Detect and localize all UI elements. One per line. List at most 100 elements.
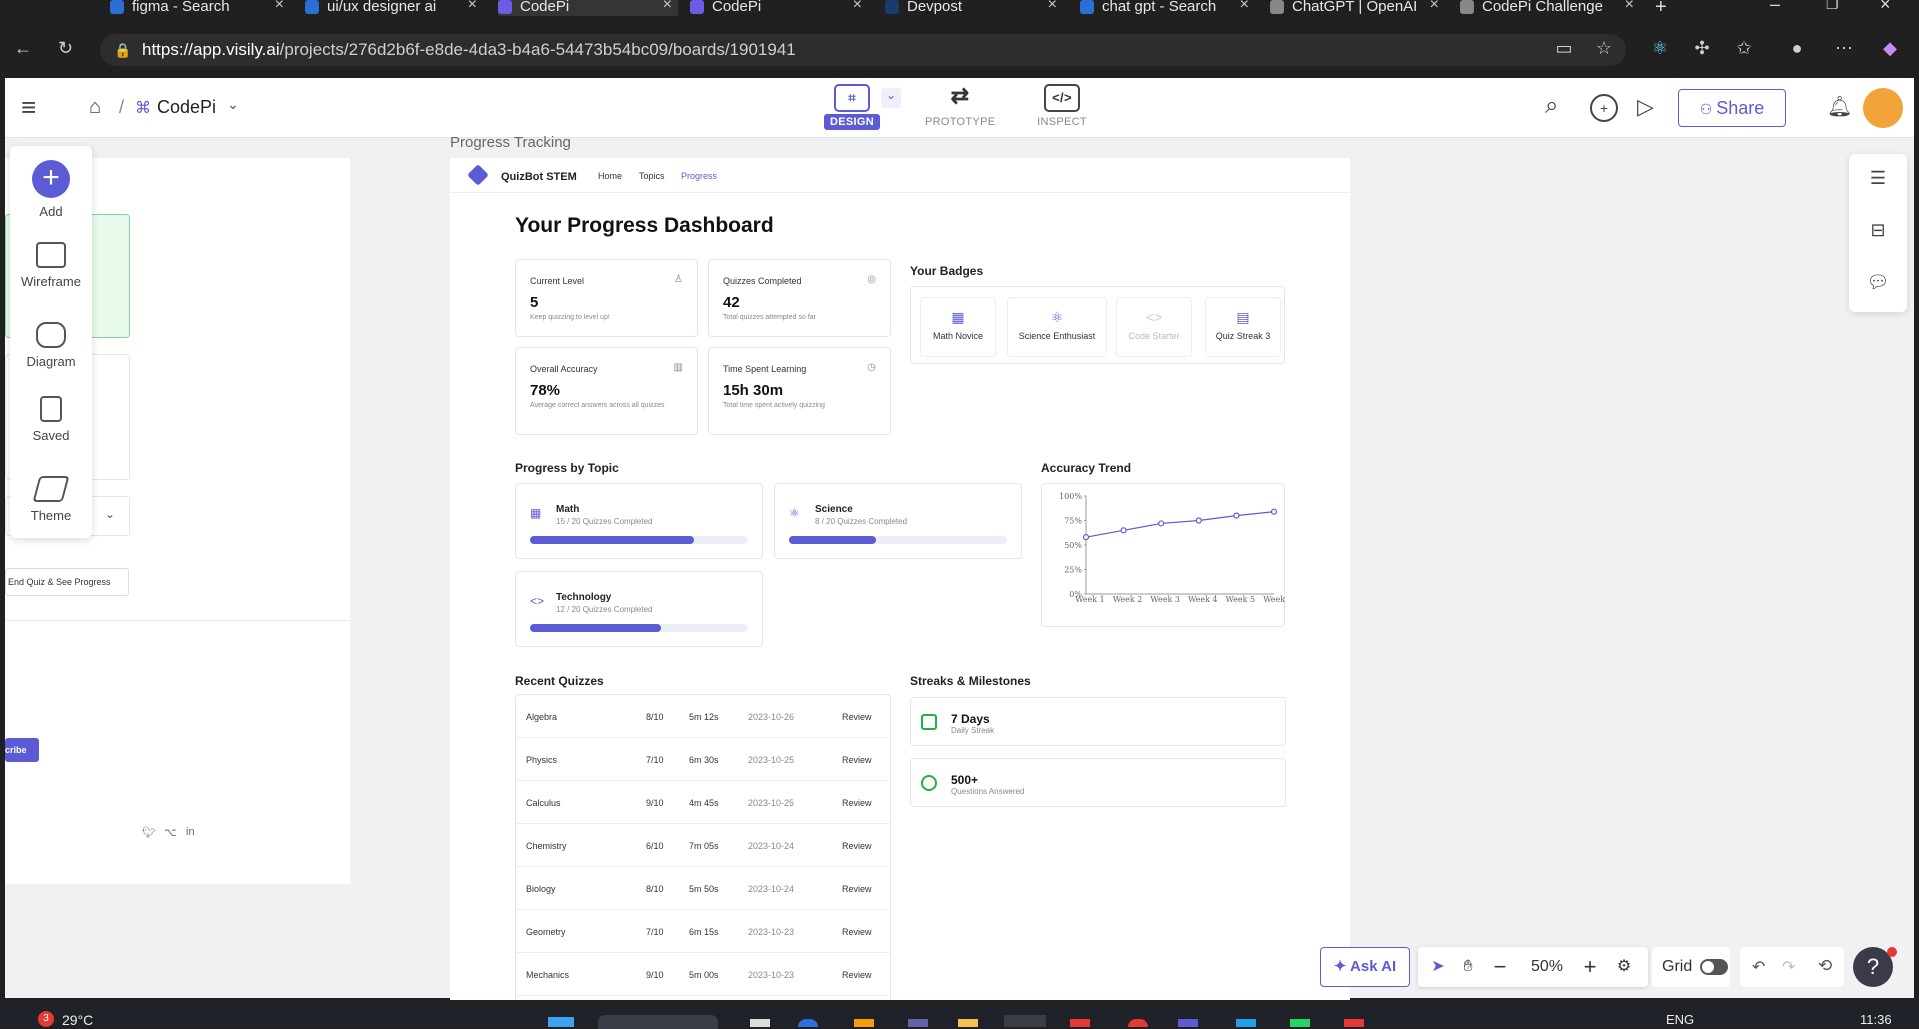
windows-start-icon[interactable] bbox=[548, 1017, 574, 1027]
close-icon[interactable]: × bbox=[662, 0, 672, 13]
topic-card-technology[interactable]: <> Technology 12 / 20 Quizzes Completed bbox=[515, 571, 763, 647]
taskbar-app-icon[interactable] bbox=[1004, 1015, 1046, 1027]
taskbar-app-icon[interactable] bbox=[1128, 1019, 1148, 1027]
subscribe-button[interactable]: cribe bbox=[5, 738, 39, 762]
undo-icon[interactable]: ↶ bbox=[1752, 959, 1766, 976]
taskbar-app-icon[interactable] bbox=[908, 1019, 928, 1027]
taskbar-app-icon[interactable] bbox=[1344, 1019, 1364, 1027]
taskbar-app-icon[interactable] bbox=[750, 1019, 770, 1027]
browser-tab[interactable]: figma - Search × bbox=[110, 0, 290, 16]
more-menu-icon[interactable]: ⋯ bbox=[1835, 38, 1853, 58]
favorites-icon[interactable]: ✩ bbox=[1736, 38, 1752, 58]
saved-tool[interactable]: Saved bbox=[10, 396, 92, 443]
grid-toggle[interactable]: Grid bbox=[1652, 947, 1730, 987]
browser-tab[interactable]: Devpost × bbox=[885, 0, 1063, 16]
search-icon[interactable]: ⌕ bbox=[1545, 92, 1559, 119]
help-button[interactable]: ? bbox=[1853, 947, 1893, 987]
minimize-icon[interactable]: – bbox=[1770, 0, 1781, 14]
nav-progress[interactable]: Progress bbox=[681, 171, 718, 181]
taskbar-app-icon[interactable] bbox=[1178, 1019, 1198, 1027]
browser-tab[interactable]: ui/ux designer ai × bbox=[305, 0, 483, 16]
nav-home[interactable]: Home bbox=[598, 171, 623, 181]
mode-prototype[interactable]: ⇄ PROTOTYPE bbox=[925, 84, 995, 129]
chevron-down-icon[interactable]: ⌄ bbox=[227, 96, 239, 112]
taskbar-app-icon[interactable] bbox=[1290, 1019, 1310, 1027]
clock-time[interactable]: 11:36 bbox=[1860, 1012, 1892, 1027]
browser-tab-active[interactable]: CodePi × bbox=[498, 0, 678, 16]
reload-icon[interactable]: ↻ bbox=[58, 38, 74, 58]
copilot-icon[interactable]: ◆ bbox=[1883, 38, 1897, 58]
close-icon[interactable]: × bbox=[1239, 0, 1249, 13]
favorite-star-icon[interactable]: ☆ bbox=[1595, 38, 1613, 58]
browser-tab[interactable]: CodePi × bbox=[690, 0, 868, 16]
add-tool[interactable]: + Add bbox=[10, 160, 92, 219]
address-bar[interactable]: 🔒 https://app.visily.ai/projects/276d2b6… bbox=[100, 34, 1626, 66]
close-icon[interactable]: × bbox=[274, 0, 284, 13]
weather-temp[interactable]: 29°C bbox=[62, 1012, 94, 1028]
add-circle-icon[interactable]: + bbox=[1590, 94, 1618, 122]
zoom-out-icon[interactable]: − bbox=[1493, 954, 1507, 979]
share-button[interactable]: ⚇ Share bbox=[1678, 89, 1786, 127]
linkedin-icon[interactable]: in bbox=[186, 826, 195, 838]
maximize-icon[interactable]: ❐ bbox=[1826, 0, 1839, 12]
close-window-icon[interactable]: × bbox=[1880, 0, 1891, 14]
history-icon[interactable]: ⟲ bbox=[1818, 956, 1833, 975]
review-link[interactable]: Review bbox=[842, 798, 872, 808]
github-icon[interactable]: ⌥ bbox=[164, 827, 177, 839]
theme-tool[interactable]: Theme bbox=[10, 476, 92, 523]
ask-ai-button[interactable]: ✦ Ask AI bbox=[1320, 947, 1410, 987]
browser-tab[interactable]: chat gpt - Search × bbox=[1080, 0, 1255, 16]
nav-topics[interactable]: Topics bbox=[639, 171, 665, 181]
taskbar-app-icon[interactable] bbox=[958, 1019, 978, 1027]
mode-inspect[interactable]: </> INSPECT bbox=[1027, 84, 1097, 128]
close-icon[interactable]: × bbox=[467, 0, 477, 13]
project-name[interactable]: CodePi bbox=[157, 97, 217, 117]
review-link[interactable]: Review bbox=[842, 884, 872, 894]
new-tab-icon[interactable]: + bbox=[1655, 0, 1667, 18]
zoom-level[interactable]: 50% bbox=[1530, 958, 1564, 975]
close-icon[interactable]: × bbox=[852, 0, 862, 13]
profile-icon[interactable]: ● bbox=[1791, 38, 1803, 58]
review-link[interactable]: Review bbox=[842, 841, 872, 851]
topic-card-science[interactable]: ⚛ Science 8 / 20 Quizzes Completed bbox=[774, 483, 1022, 559]
taskbar-app-icon[interactable] bbox=[798, 1019, 818, 1027]
back-icon[interactable]: ← bbox=[14, 38, 32, 58]
comment-icon[interactable]: 💬︎ bbox=[1866, 272, 1890, 292]
badge[interactable]: ▦ Math Novice bbox=[920, 297, 996, 357]
twitter-icon[interactable]: 🐦︎ bbox=[142, 827, 156, 839]
close-icon[interactable]: × bbox=[1429, 0, 1439, 13]
taskbar-search[interactable] bbox=[598, 1015, 718, 1029]
topic-card-math[interactable]: ▦ Math 15 / 20 Quizzes Completed bbox=[515, 483, 763, 559]
avatar[interactable] bbox=[1863, 88, 1903, 128]
toggle-switch[interactable] bbox=[1700, 959, 1728, 975]
play-icon[interactable]: ▷ bbox=[1637, 94, 1654, 119]
review-link[interactable]: Review bbox=[842, 712, 872, 722]
screenshot-icon[interactable]: ▭ bbox=[1555, 38, 1573, 58]
home-icon[interactable]: ⌂ bbox=[89, 96, 102, 118]
taskbar-app-icon[interactable] bbox=[1236, 1019, 1256, 1027]
wireframe-tool[interactable]: Wireframe bbox=[10, 242, 92, 289]
diagram-tool[interactable]: Diagram bbox=[10, 322, 92, 369]
input-language[interactable]: ENG bbox=[1666, 1012, 1695, 1027]
zoom-in-icon[interactable]: + bbox=[1583, 954, 1597, 979]
frame-title[interactable]: Progress Tracking bbox=[450, 134, 571, 151]
review-link[interactable]: Review bbox=[842, 927, 872, 937]
badge-muted[interactable]: <> Code Starter bbox=[1116, 297, 1192, 357]
extensions-icon[interactable]: ✣ bbox=[1694, 38, 1710, 58]
react-devtools-icon[interactable]: ⚛ bbox=[1651, 38, 1669, 58]
review-link[interactable]: Review bbox=[842, 755, 872, 765]
bell-icon[interactable]: 🔔︎ bbox=[1827, 96, 1853, 118]
mode-design[interactable]: ⌗ DESIGN bbox=[817, 84, 887, 130]
layers-icon[interactable]: ⊟ bbox=[1870, 220, 1886, 240]
menu-icon[interactable]: ≡ bbox=[21, 92, 37, 122]
review-link[interactable]: Review bbox=[842, 970, 872, 980]
browser-tab[interactable]: ChatGPT | OpenAI × bbox=[1270, 0, 1445, 16]
end-quiz-button[interactable]: End Quiz & See Progress bbox=[5, 568, 129, 596]
badge[interactable]: ⚛ Science Enthusiast bbox=[1007, 297, 1107, 357]
settings-icon[interactable]: ⚙ bbox=[1616, 958, 1632, 975]
redo-icon[interactable]: ↷ bbox=[1782, 959, 1796, 976]
progress-frame[interactable]: QuizBot STEM Home Topics Progress Your P… bbox=[450, 158, 1350, 1000]
pointer-icon[interactable]: ➤ bbox=[1431, 958, 1445, 975]
hand-icon[interactable]: ✋︎ bbox=[1463, 958, 1473, 975]
close-icon[interactable]: × bbox=[1047, 0, 1057, 13]
